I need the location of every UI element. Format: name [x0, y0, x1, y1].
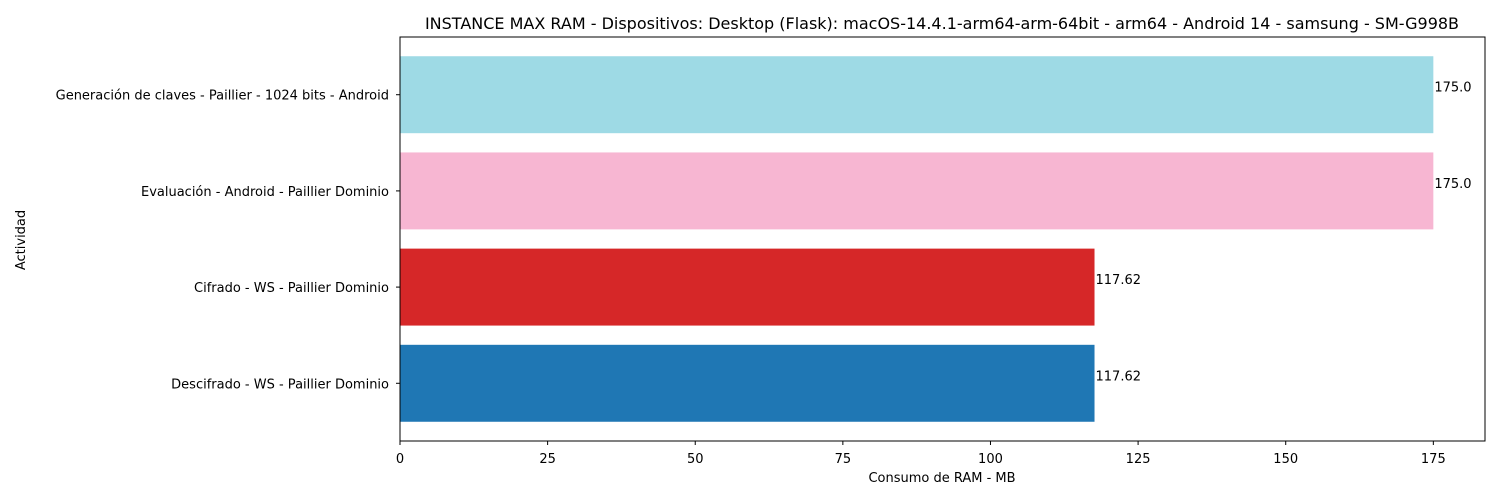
x-tick-label: 175: [1421, 452, 1446, 467]
chart-title: INSTANCE MAX RAM - Dispositivos: Desktop…: [425, 14, 1459, 33]
y-tick-label: Cifrado - WS - Paillier Dominio: [194, 281, 389, 296]
y-tick-label: Descifrado - WS - Paillier Dominio: [171, 377, 389, 392]
y-axis-label: Actividad: [14, 210, 29, 270]
bar-value-label: 117.62: [1096, 273, 1142, 288]
bar: [400, 152, 1434, 230]
x-tick-label: 100: [978, 452, 1003, 467]
y-tick-label: Generación de claves - Paillier - 1024 b…: [56, 89, 389, 104]
ticks-group: Descifrado - WS - Paillier Dominio Cifrad…: [56, 89, 1446, 467]
x-axis-label: Consumo de RAM - MB: [868, 471, 1015, 486]
bar-value-label: 175.0: [1434, 177, 1471, 192]
bar: [400, 56, 1434, 134]
x-tick-label: 25: [539, 452, 556, 467]
bar: [400, 344, 1095, 422]
plot-frame: [399, 36, 1486, 442]
x-tick-label: 150: [1273, 452, 1298, 467]
x-tick-label: 125: [1126, 452, 1151, 467]
bar: [400, 248, 1095, 326]
x-tick-label: 75: [835, 452, 852, 467]
bars-group: 117.62 117.62 175.0 175.0: [400, 56, 1472, 422]
bar-value-label: 117.62: [1096, 369, 1142, 384]
y-tick-label: Evaluación - Android - Paillier Dominio: [141, 185, 389, 200]
x-tick-label: 50: [687, 452, 704, 467]
x-tick-label: 0: [396, 452, 404, 467]
bar-value-label: 175.0: [1434, 81, 1471, 96]
